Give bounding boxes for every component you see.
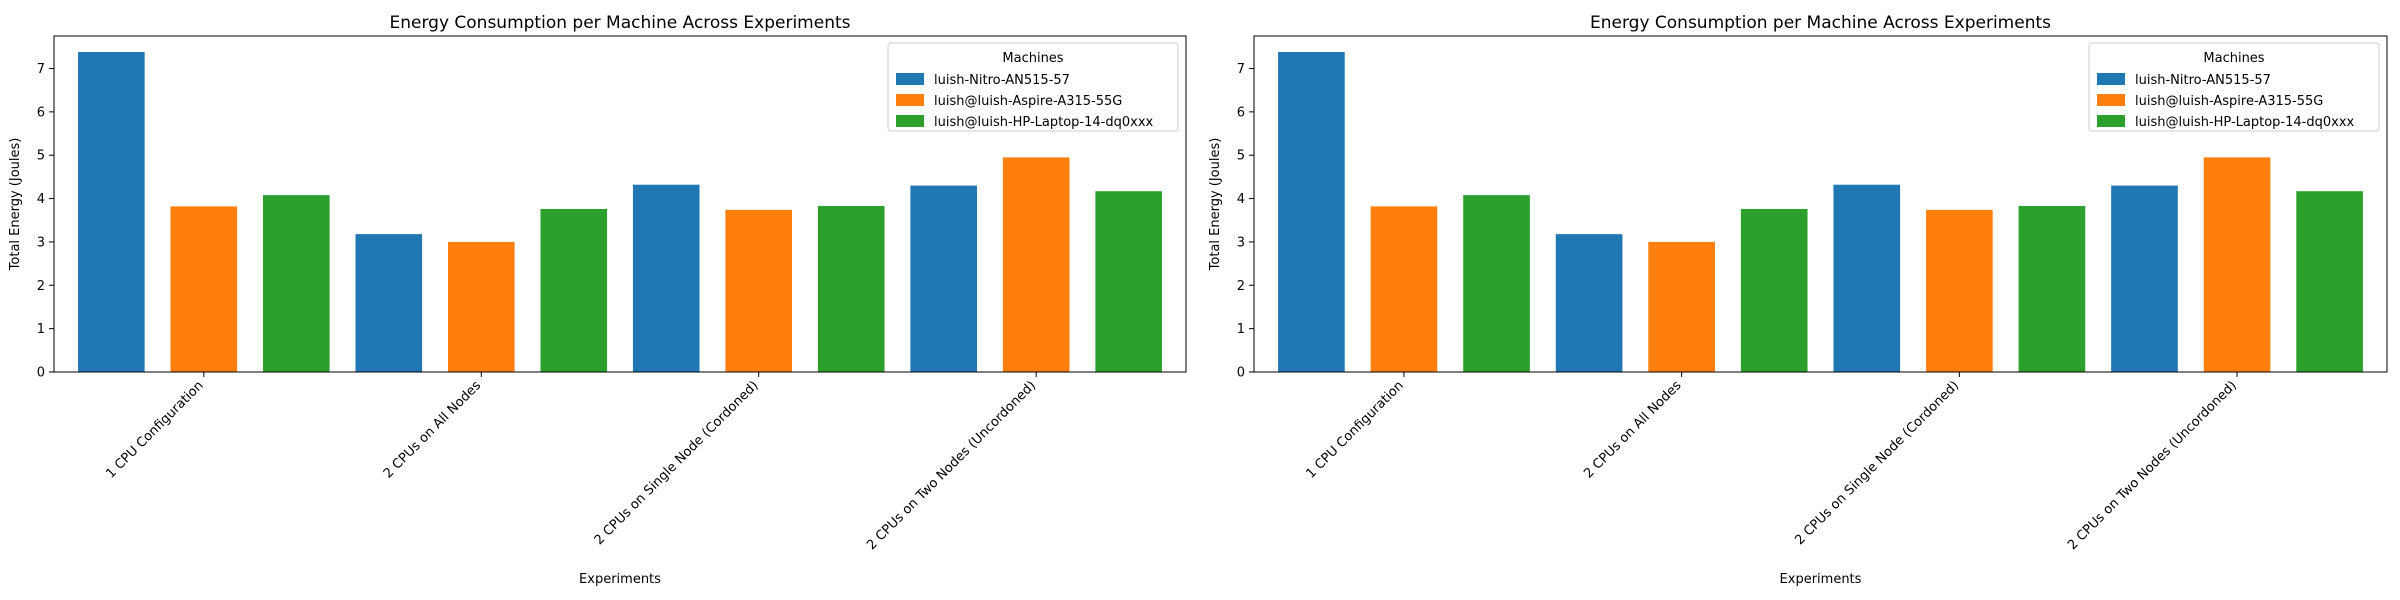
- bar-0-2: [1463, 195, 1530, 372]
- bar-2-2: [2018, 205, 2086, 372]
- chart-panel-2: 0 1 2 3 4 5 6 7 1 CPU Configuration 2 CPUs on All…: [1208, 13, 2388, 587]
- legend-label-0: luish-Nitro-AN515-57: [934, 73, 1070, 88]
- bar-3-1: [1002, 157, 1070, 372]
- axes-frame: [53, 35, 1187, 373]
- bar-3-0: [2111, 185, 2178, 372]
- bar-2-1: [1926, 209, 1993, 372]
- legend: Machines luish-Nitro-AN515-57 luish@luish-…: [887, 42, 1179, 132]
- legend-label-0: luish-Nitro-AN515-57: [2135, 73, 2271, 88]
- y-axis-label: Total Energy (Joules): [8, 138, 23, 272]
- bar-0-1: [170, 206, 238, 372]
- legend-swatch-0: [2097, 73, 2125, 85]
- x-axis-label: Experiments: [1780, 572, 1862, 587]
- x-tick-label: 2 CPUs on Single Node (Cordoned): [592, 378, 762, 548]
- legend: Machines luish-Nitro-AN515-57 luish@luish-…: [2088, 42, 2380, 132]
- y-tick-label: 1: [1237, 322, 1245, 337]
- bar-2-2: [817, 205, 885, 372]
- x-tick-label: 1 CPU Configuration: [1303, 378, 1406, 481]
- bar-0-1: [1370, 206, 1438, 372]
- y-tick-label: 3: [37, 235, 45, 250]
- y-axis-label: Total Energy (Joules): [1208, 138, 1223, 272]
- bar-1-0: [355, 234, 423, 372]
- y-tick-label: 0: [1237, 366, 1245, 381]
- y-tick-label: 2: [1237, 279, 1245, 294]
- axes-frame: [1253, 35, 2388, 373]
- bar-3-1: [2203, 157, 2271, 372]
- chart-panel-1: 0 1 2 3 4 5 6 7 1 CPU Configuration 2 CPUs on All…: [8, 13, 1187, 587]
- y-tick-label: 7: [1237, 62, 1245, 77]
- chart-title: Energy Consumption per Machine Across Ex…: [389, 13, 850, 33]
- y-tick-label: 0: [37, 366, 45, 381]
- bar-0-2: [263, 195, 330, 372]
- bar-2-1: [725, 209, 793, 372]
- y-tick-label: 1: [37, 322, 45, 337]
- legend-box: [2088, 42, 2380, 132]
- bar-3-2: [2296, 191, 2363, 372]
- y-tick-label: 3: [1237, 235, 1245, 250]
- legend-label-2: luish@luish-HP-Laptop-14-dq0xxx: [2135, 115, 2355, 130]
- y-tick-label: 7: [37, 62, 45, 77]
- legend-swatch-0: [896, 73, 924, 85]
- x-tick-label: 2 CPUs on All Nodes: [381, 378, 484, 481]
- bar-2-0: [1833, 184, 1901, 372]
- bar-1-1: [447, 241, 515, 372]
- bar-3-2: [1095, 191, 1162, 372]
- bar-1-2: [540, 208, 608, 372]
- y-tick-label: 4: [37, 192, 45, 207]
- y-tick-label: 5: [37, 149, 45, 164]
- bar-1-1: [1648, 241, 1715, 372]
- y-tick-label: 5: [1237, 149, 1245, 164]
- chart-title: Energy Consumption per Machine Across Ex…: [1590, 13, 2051, 33]
- x-tick-label: 2 CPUs on All Nodes: [1581, 378, 1684, 481]
- legend-title: Machines: [1002, 51, 1063, 66]
- legend-swatch-1: [896, 94, 924, 106]
- x-axis-label: Experiments: [579, 572, 661, 587]
- legend-swatch-2: [896, 115, 924, 127]
- legend-box: [887, 42, 1179, 132]
- legend-label-1: luish@luish-Aspire-A315-55G: [2135, 94, 2323, 109]
- y-tick-label: 6: [1237, 105, 1245, 120]
- x-tick-label: 2 CPUs on Two Nodes (Uncordoned): [2065, 378, 2240, 553]
- legend-label-1: luish@luish-Aspire-A315-55G: [934, 94, 1122, 109]
- y-tick-label: 6: [37, 105, 45, 120]
- legend-title: Machines: [2203, 51, 2264, 66]
- legend-swatch-1: [2097, 94, 2125, 106]
- legend-swatch-2: [2097, 115, 2125, 127]
- x-tick-label: 2 CPUs on Single Node (Cordoned): [1792, 378, 1962, 548]
- bar-0-0: [1278, 52, 1345, 372]
- y-tick-label: 2: [37, 279, 45, 294]
- bar-2-0: [632, 184, 700, 372]
- bar-3-0: [910, 185, 977, 372]
- bar-0-0: [78, 52, 145, 372]
- x-tick-label: 2 CPUs on Two Nodes (Uncordoned): [864, 378, 1039, 553]
- bar-1-0: [1555, 234, 1623, 372]
- legend-label-2: luish@luish-HP-Laptop-14-dq0xxx: [934, 115, 1154, 130]
- x-tick-label: 1 CPU Configuration: [103, 378, 206, 481]
- y-tick-label: 4: [1237, 192, 1245, 207]
- bar-1-2: [1740, 208, 1808, 372]
